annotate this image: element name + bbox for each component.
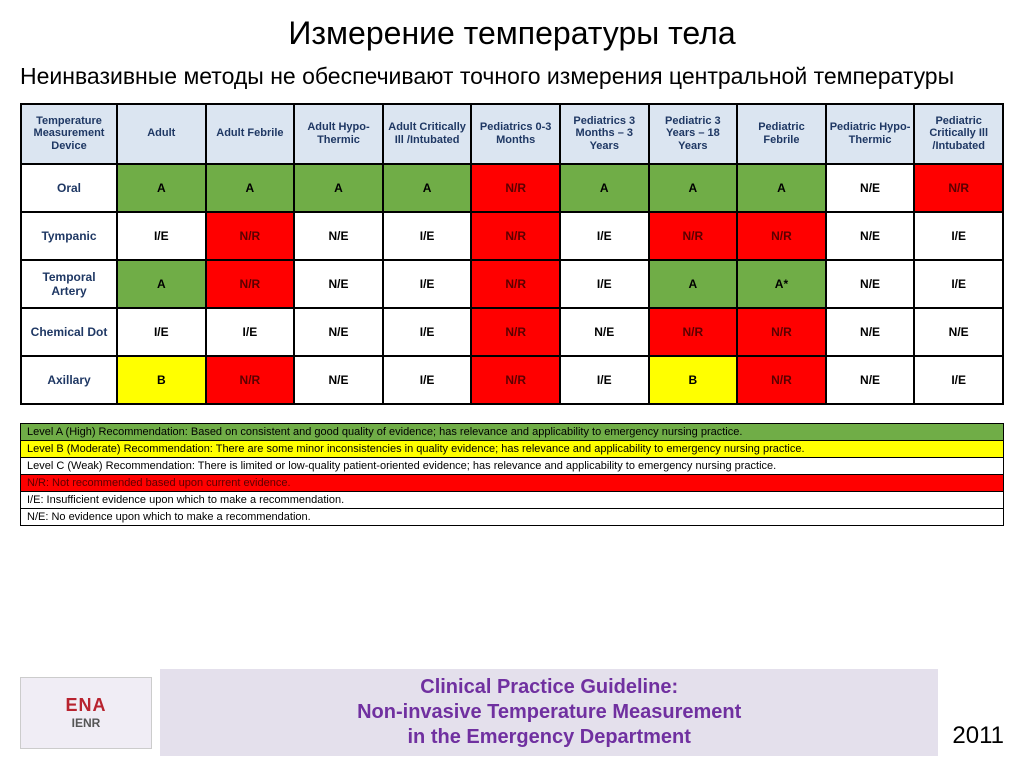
cell: N/R xyxy=(471,260,560,308)
col-header: Pediatric Febrile xyxy=(737,104,826,164)
guideline-line3: in the Emergency Department xyxy=(170,725,928,750)
legend-row: Level C (Weak) Recommendation: There is … xyxy=(21,457,1004,474)
cell: N/E xyxy=(294,212,383,260)
legend-row: Level A (High) Recommendation: Based on … xyxy=(21,423,1004,440)
legend-row: Level B (Moderate) Recommendation: There… xyxy=(21,440,1004,457)
cell: N/R xyxy=(914,164,1003,212)
cell: I/E xyxy=(560,356,649,404)
col-header: Pediatric 3 Years – 18 Years xyxy=(649,104,738,164)
cell: N/R xyxy=(649,212,738,260)
cell: I/E xyxy=(560,212,649,260)
cell: A xyxy=(206,164,295,212)
table-row: TympanicI/EN/RN/EI/EN/RI/EN/RN/RN/EI/E xyxy=(21,212,1003,260)
row-header: Axillary xyxy=(21,356,117,404)
page-title: Измерение температуры тела xyxy=(20,15,1004,52)
col-header: Pediatric Hypo-Thermic xyxy=(826,104,915,164)
cell: N/R xyxy=(206,212,295,260)
table-row: AxillaryBN/RN/EI/EN/RI/EBN/RN/EI/E xyxy=(21,356,1003,404)
cell: I/E xyxy=(914,356,1003,404)
legend-row: I/E: Insufficient evidence upon which to… xyxy=(21,491,1004,508)
guideline-line1: Clinical Practice Guideline: xyxy=(170,675,928,700)
cell: N/R xyxy=(471,356,560,404)
cell: I/E xyxy=(206,308,295,356)
cell: N/R xyxy=(471,212,560,260)
cell: N/R xyxy=(206,260,295,308)
legend-row: N/R: Not recommended based upon current … xyxy=(21,474,1004,491)
cell: N/E xyxy=(294,308,383,356)
year: 2011 xyxy=(952,722,1004,756)
cell: A* xyxy=(737,260,826,308)
row-header: Tympanic xyxy=(21,212,117,260)
row-header: Oral xyxy=(21,164,117,212)
cell: N/E xyxy=(294,356,383,404)
cell: N/E xyxy=(294,260,383,308)
cell: I/E xyxy=(914,260,1003,308)
cell: A xyxy=(294,164,383,212)
col-header: Adult Hypo-Thermic xyxy=(294,104,383,164)
cell: N/E xyxy=(826,164,915,212)
cell: B xyxy=(649,356,738,404)
cell: A xyxy=(649,260,738,308)
cell: I/E xyxy=(560,260,649,308)
cell: N/R xyxy=(737,356,826,404)
cell: I/E xyxy=(383,308,472,356)
slide: Измерение температуры тела Неинвазивные … xyxy=(0,0,1024,768)
col-header: Temperature Measurement Device xyxy=(21,104,117,164)
guideline-title: Clinical Practice Guideline: Non-invasiv… xyxy=(160,669,938,756)
ena-logo: ENA xyxy=(65,695,106,716)
col-header: Adult Febrile xyxy=(206,104,295,164)
legend-table: Level A (High) Recommendation: Based on … xyxy=(20,423,1004,526)
cell: N/E xyxy=(826,308,915,356)
cell: A xyxy=(117,260,206,308)
cell: N/E xyxy=(826,356,915,404)
subtitle: Неинвазивные методы не обеспечивают точн… xyxy=(20,62,1004,91)
cell: A xyxy=(560,164,649,212)
cell: N/E xyxy=(826,260,915,308)
cell: N/R xyxy=(471,164,560,212)
cell: A xyxy=(737,164,826,212)
cell: N/E xyxy=(826,212,915,260)
footer: ENA IENR Clinical Practice Guideline: No… xyxy=(20,669,1004,756)
cell: I/E xyxy=(383,356,472,404)
cell: N/E xyxy=(914,308,1003,356)
cell: I/E xyxy=(914,212,1003,260)
cell: I/E xyxy=(383,212,472,260)
cell: N/E xyxy=(560,308,649,356)
col-header: Adult Critically Ill /Intubated xyxy=(383,104,472,164)
cell: A xyxy=(383,164,472,212)
col-header: Pediatrics 0-3 Months xyxy=(471,104,560,164)
ienr-logo: IENR xyxy=(72,716,101,730)
cell: A xyxy=(649,164,738,212)
cell: N/R xyxy=(206,356,295,404)
cell: N/R xyxy=(737,212,826,260)
row-header: Temporal Artery xyxy=(21,260,117,308)
logo-box: ENA IENR xyxy=(20,677,152,749)
cell: B xyxy=(117,356,206,404)
cell: N/R xyxy=(471,308,560,356)
evidence-table: Temperature Measurement DeviceAdultAdult… xyxy=(20,103,1004,405)
legend-row: N/E: No evidence upon which to make a re… xyxy=(21,508,1004,525)
cell: I/E xyxy=(117,308,206,356)
table-row: Chemical DotI/EI/EN/EI/EN/RN/EN/RN/RN/EN… xyxy=(21,308,1003,356)
row-header: Chemical Dot xyxy=(21,308,117,356)
cell: A xyxy=(117,164,206,212)
cell: I/E xyxy=(117,212,206,260)
cell: N/R xyxy=(737,308,826,356)
cell: N/R xyxy=(649,308,738,356)
table-row: OralAAAAN/RAAAN/EN/R xyxy=(21,164,1003,212)
col-header: Pediatric Critically Ill /Intubated xyxy=(914,104,1003,164)
guideline-line2: Non-invasive Temperature Measurement xyxy=(170,700,928,725)
col-header: Adult xyxy=(117,104,206,164)
cell: I/E xyxy=(383,260,472,308)
col-header: Pediatrics 3 Months – 3 Years xyxy=(560,104,649,164)
table-row: Temporal ArteryAN/RN/EI/EN/RI/EAA*N/EI/E xyxy=(21,260,1003,308)
